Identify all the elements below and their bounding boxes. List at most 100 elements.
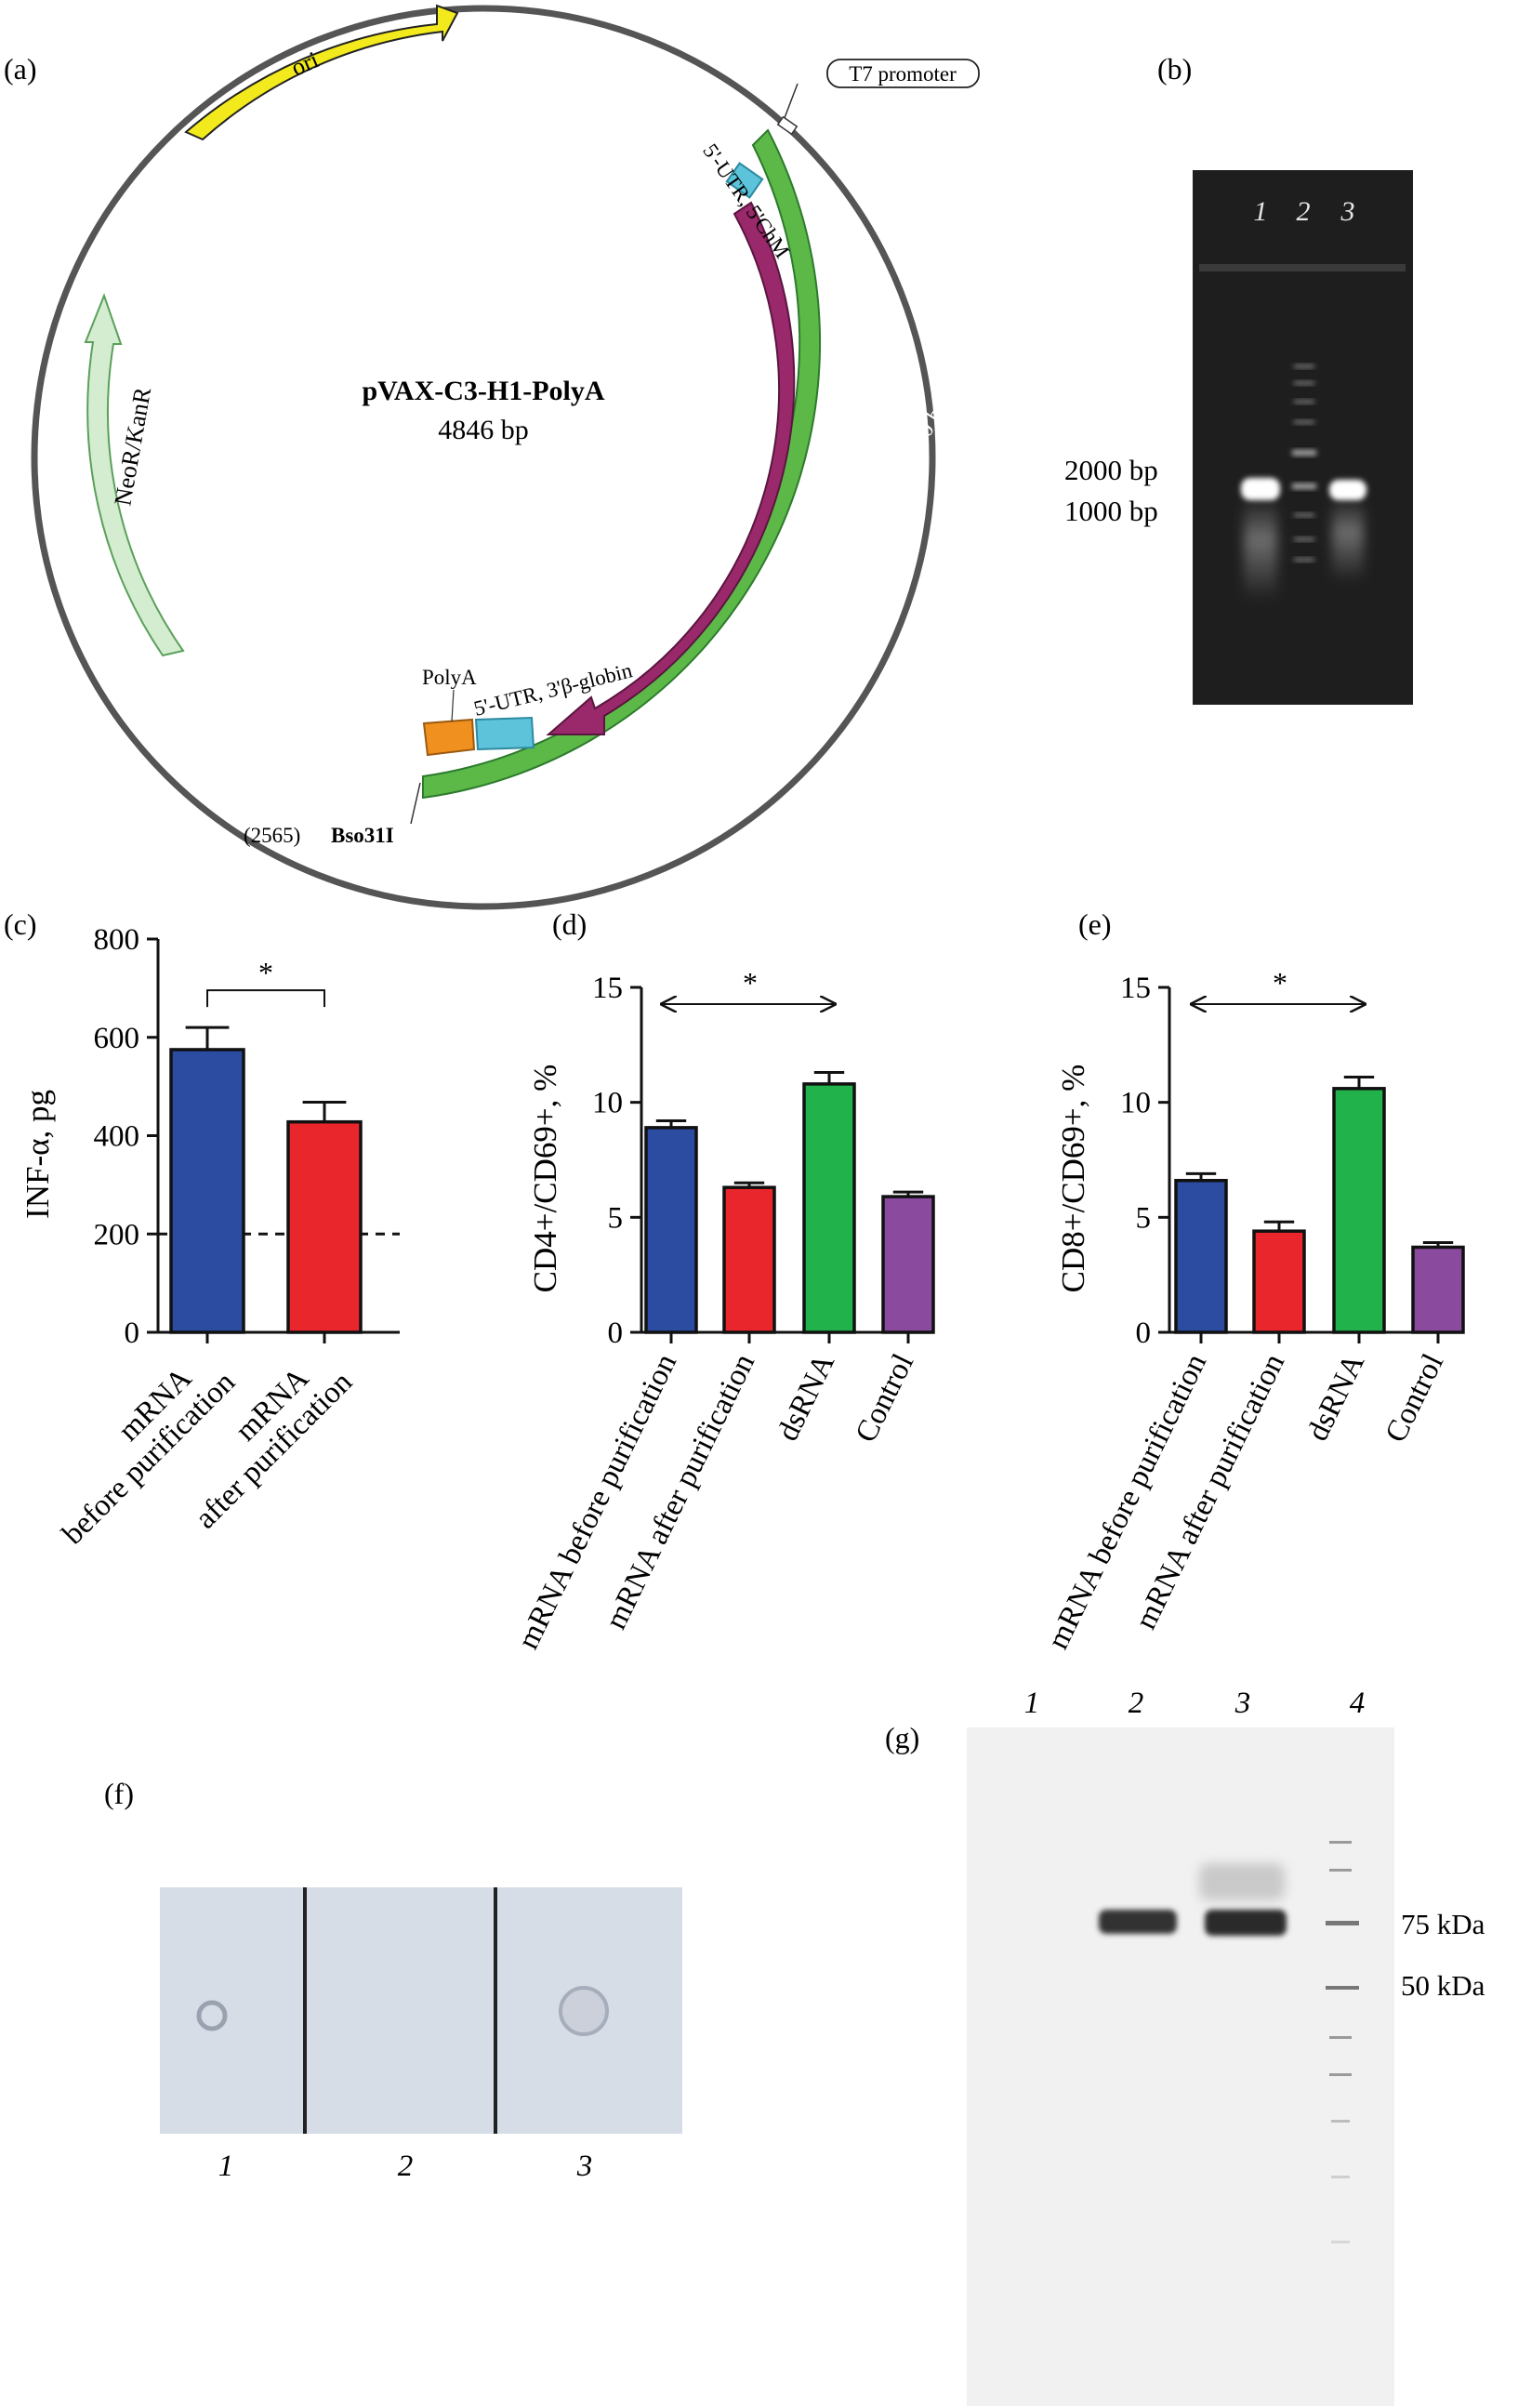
utr5-feature [725,162,764,199]
utr3-feature [474,716,535,751]
gel-b-wells [1199,264,1406,271]
x-tick-label: dsRNA [771,1349,841,1447]
gel-b-band-lane1 [1241,478,1280,500]
bar [1411,1245,1465,1334]
t7-label: T7 promoter [849,62,957,86]
y-tick-label: 15 [592,972,623,1005]
neor-kanr-label: NeoR/KanR [109,385,156,508]
panel-d-letter: (d) [552,907,587,941]
y-tick-label: 15 [1120,972,1151,1005]
x-tick-label: mRNAafter purification [165,1342,359,1535]
polya-feature [422,718,476,757]
significance-bracket [206,989,325,1008]
western-band-lane3 [1205,1910,1287,1936]
site-position: (2565) [244,824,300,847]
t7-box [826,59,980,88]
gel-b-lane-2: 2 [1297,196,1311,227]
x-tick-label: mRNA after purification [600,1349,762,1634]
y-tick-label: 600 [94,1022,140,1055]
western-lane-4: 4 [1350,1687,1366,1720]
panel-a: (a) ori NeoR/KanR pVAX-C3-H1-PolyA 4846 … [4,4,980,910]
panel-b-letter: (b) [1157,52,1192,86]
gel-b-marker-1000: 1000 bp [1064,495,1158,527]
site-tick [410,782,421,825]
plasmid-size: 4846 bp [438,415,529,445]
panel-c-letter: (c) [4,907,37,941]
western-band-lane2 [1099,1910,1177,1934]
dot-blot-spot-1 [196,2000,228,2031]
y-tick-label: 10 [592,1087,623,1120]
x-tick-label: dsRNA [1300,1349,1371,1447]
y-tick-label: 10 [1120,1087,1151,1120]
plasmid-name: pVAX-C3-H1-PolyA [362,376,604,406]
x-tick-label: mRNA after purification [1129,1349,1292,1634]
bar [802,1082,856,1334]
western-ladder [1326,1841,1359,2243]
plasmid-backbone [31,5,936,910]
dot-blot-divider-1 [303,1887,307,2134]
y-tick-label: 0 [608,1316,624,1350]
bar [1332,1087,1386,1334]
bar [881,1195,935,1334]
panel-g-letter: (g) [885,1721,919,1754]
y-tick-label: 0 [125,1316,140,1350]
bar [286,1119,363,1334]
y-tick-label: 400 [94,1120,140,1154]
bar [722,1185,776,1334]
panel-f: (f) 1 2 3 [104,1777,682,2183]
significance-label: * [258,956,273,989]
t7-tick [776,115,799,136]
panel-b: (b) 1 2 3 2000 bp 1000 bp [1064,52,1413,705]
site-name: Bso31I [331,824,394,847]
panel-a-letter: (a) [4,52,37,86]
gel-b-marker-2000: 2000 bp [1064,454,1158,486]
dot-blot-divider-2 [494,1887,497,2134]
dot-blot-spot-3 [559,1986,609,2036]
dot-blot-lane-1: 1 [218,2150,234,2183]
western-lane-2: 2 [1129,1687,1144,1720]
ori-feature [184,4,459,141]
significance-label: * [1273,966,1287,999]
dna-fragment-feature [422,128,822,800]
panel-e-letter: (e) [1078,907,1112,941]
dot-blot-lane-3: 3 [576,2150,593,2183]
x-tick-label: Control [1379,1349,1451,1448]
panel-g: (g) 1 2 3 4 75 kDa 50 kDa [885,1687,1485,2406]
gel-b-image [1193,170,1413,705]
polya-label: PolyA [422,666,477,689]
significance-label: * [743,966,758,999]
y-axis-label: CD4+/CD69+, % [527,1065,563,1293]
gel-b-smear-lane3 [1332,498,1364,582]
gel-b-lane-1: 1 [1254,196,1268,227]
western-marker-75: 75 kDa [1401,1908,1485,1940]
t7-leader [782,83,799,124]
western-lane-1: 1 [1024,1687,1040,1720]
panel-f-letter: (f) [104,1777,134,1810]
polya-leader [451,689,455,722]
x-tick-label: Control [850,1349,921,1448]
gel-b-band-lane3 [1329,480,1366,500]
y-tick-label: 5 [608,1201,624,1235]
y-tick-label: 5 [1136,1201,1152,1235]
dot-blot-lane-2: 2 [398,2150,414,2183]
bar [644,1126,698,1334]
bar [1252,1229,1306,1334]
western-membrane [967,1727,1394,2406]
gel-b-lane-3: 3 [1340,196,1355,227]
western-marker-50: 50 kDa [1401,1969,1485,2002]
gel-b-ladder [1292,364,1316,562]
y-tick-label: 800 [94,923,140,957]
ha1-feature [546,201,796,735]
y-tick-label: 200 [94,1218,140,1251]
bar [1174,1179,1228,1334]
y-axis-label: CD8+/CD69+, % [1055,1065,1091,1293]
neor-kanr-feature [84,293,185,657]
y-tick-label: 0 [1136,1316,1152,1350]
